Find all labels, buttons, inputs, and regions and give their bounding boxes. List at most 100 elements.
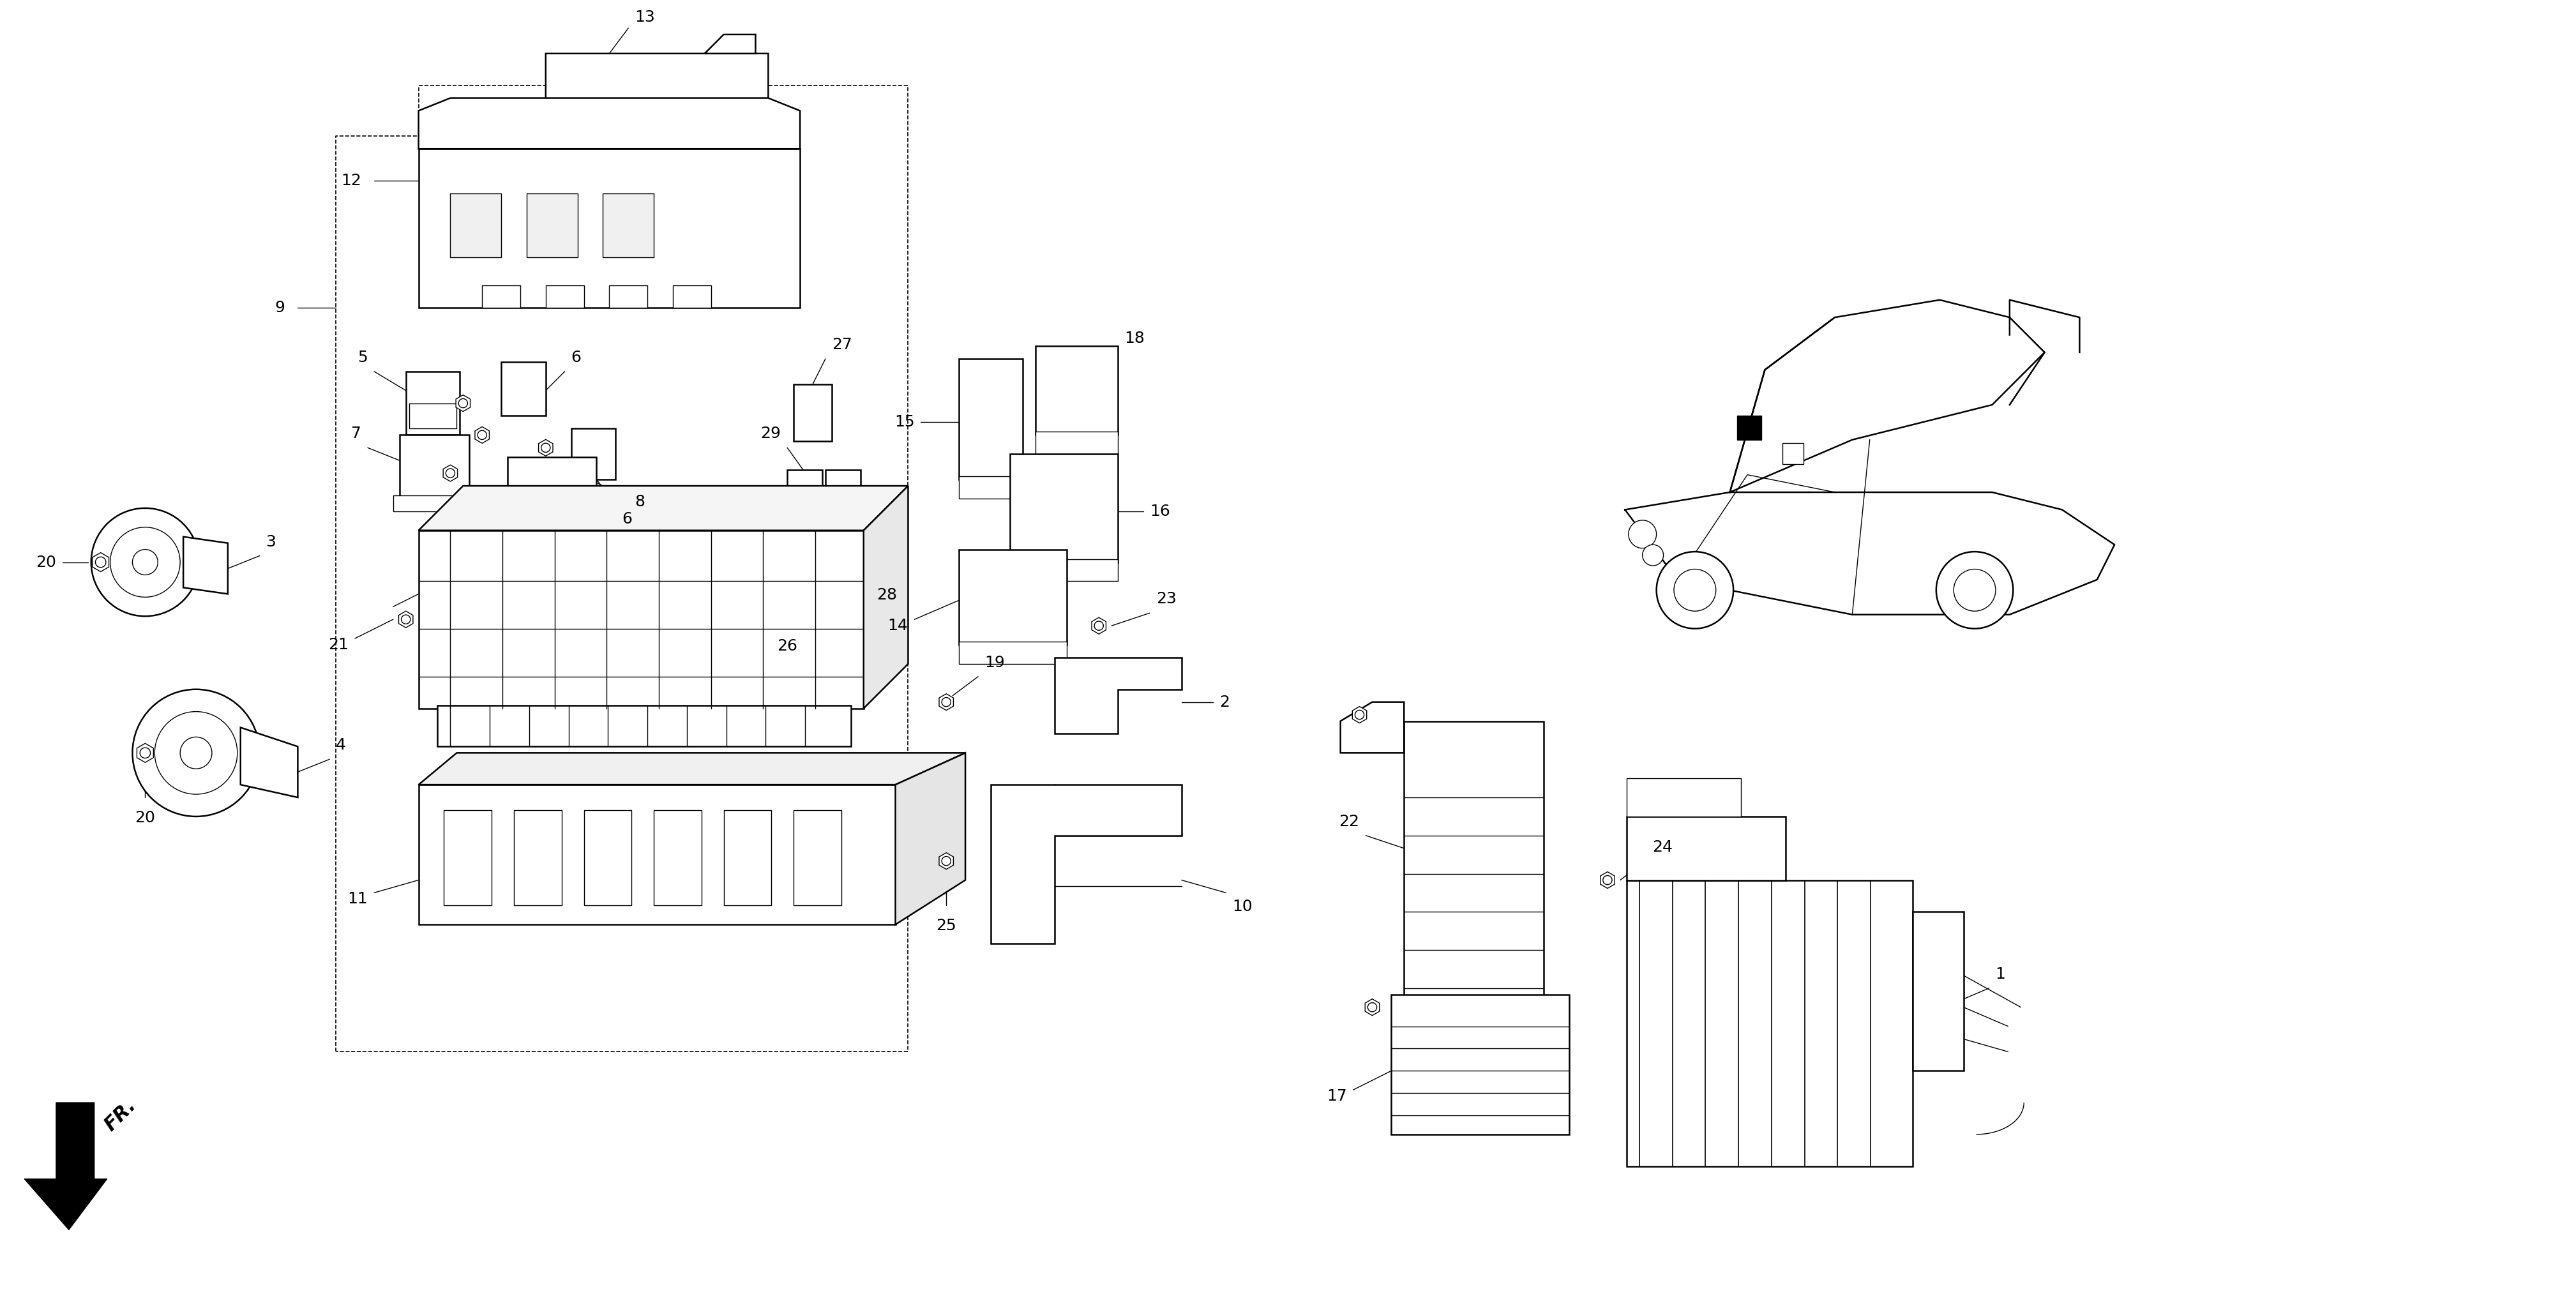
Polygon shape [417, 486, 909, 530]
Circle shape [1643, 544, 1664, 565]
Circle shape [459, 399, 469, 408]
Bar [793, 810, 842, 906]
Polygon shape [137, 744, 155, 762]
Bar [410, 403, 456, 429]
Polygon shape [992, 784, 1182, 943]
Bar [438, 705, 850, 746]
Bar [394, 495, 477, 512]
Bar [1625, 880, 1911, 1166]
Polygon shape [443, 465, 459, 481]
Text: 15: 15 [894, 415, 914, 430]
Text: 24: 24 [1651, 840, 1672, 854]
Polygon shape [399, 612, 412, 627]
Circle shape [1602, 876, 1613, 885]
Bar [1911, 912, 1963, 1070]
Bar [1036, 346, 1118, 435]
Circle shape [155, 712, 237, 794]
Text: 4: 4 [335, 737, 345, 753]
Bar [1036, 432, 1118, 454]
Polygon shape [538, 439, 554, 456]
Bar [502, 362, 546, 416]
Polygon shape [417, 530, 863, 709]
Polygon shape [1054, 657, 1182, 734]
Text: FR.: FR. [100, 1095, 139, 1134]
Polygon shape [93, 552, 108, 572]
Text: 22: 22 [1340, 814, 1360, 829]
Polygon shape [240, 727, 299, 797]
Circle shape [95, 557, 106, 568]
Bar [958, 550, 1066, 645]
Bar [482, 285, 520, 308]
Circle shape [477, 430, 487, 439]
Text: 16: 16 [1149, 504, 1170, 518]
Polygon shape [23, 1103, 108, 1230]
Bar [724, 810, 770, 906]
Circle shape [943, 857, 951, 866]
Circle shape [180, 737, 211, 769]
Circle shape [446, 469, 456, 478]
Text: 11: 11 [348, 892, 368, 907]
Circle shape [1937, 552, 2012, 629]
Polygon shape [1365, 999, 1378, 1016]
Circle shape [402, 614, 410, 623]
Text: 28: 28 [876, 587, 896, 603]
Circle shape [131, 689, 260, 816]
Bar [417, 149, 801, 308]
Bar [526, 193, 577, 257]
Bar [958, 359, 1023, 480]
Text: 12: 12 [340, 174, 361, 188]
Bar [417, 784, 896, 924]
Text: 14: 14 [889, 618, 909, 634]
Bar [1783, 443, 1803, 464]
Circle shape [90, 508, 198, 616]
Bar [788, 550, 822, 594]
Circle shape [1628, 520, 1656, 548]
Polygon shape [1600, 872, 1615, 888]
Bar [654, 810, 701, 906]
Polygon shape [474, 426, 489, 443]
Bar [603, 193, 654, 257]
Polygon shape [546, 53, 768, 130]
Bar [585, 810, 631, 906]
Text: 27: 27 [832, 337, 853, 353]
Bar [1625, 779, 1741, 816]
Text: 26: 26 [778, 639, 799, 653]
Circle shape [131, 550, 157, 575]
Bar [1625, 816, 1785, 880]
Circle shape [541, 443, 551, 452]
Bar [399, 435, 469, 499]
Text: 17: 17 [1327, 1089, 1347, 1104]
Bar [788, 470, 822, 517]
Circle shape [1368, 1003, 1376, 1012]
Text: 5: 5 [358, 350, 368, 365]
Bar [507, 457, 598, 505]
Circle shape [943, 697, 951, 706]
Circle shape [1674, 569, 1716, 612]
Text: 9: 9 [276, 301, 286, 315]
Circle shape [139, 748, 149, 758]
Polygon shape [896, 753, 966, 924]
Bar [611, 285, 647, 308]
Bar [546, 285, 585, 308]
Bar [407, 372, 461, 435]
Text: 6: 6 [572, 350, 582, 365]
Polygon shape [417, 753, 966, 784]
Bar [832, 517, 866, 562]
Bar [824, 470, 860, 517]
Circle shape [1953, 569, 1996, 612]
Bar [1736, 415, 1762, 439]
Text: 23: 23 [1157, 591, 1177, 607]
Circle shape [1656, 552, 1734, 629]
Text: 20: 20 [36, 555, 57, 570]
Text: 21: 21 [327, 638, 348, 652]
Bar [515, 810, 562, 906]
Bar [672, 285, 711, 308]
Text: 1: 1 [1996, 967, 2007, 982]
Polygon shape [456, 395, 471, 412]
Text: 13: 13 [634, 9, 654, 25]
Circle shape [1355, 710, 1365, 719]
Text: 20: 20 [134, 810, 155, 826]
Bar [793, 384, 832, 442]
Polygon shape [863, 486, 909, 709]
Polygon shape [417, 98, 801, 149]
